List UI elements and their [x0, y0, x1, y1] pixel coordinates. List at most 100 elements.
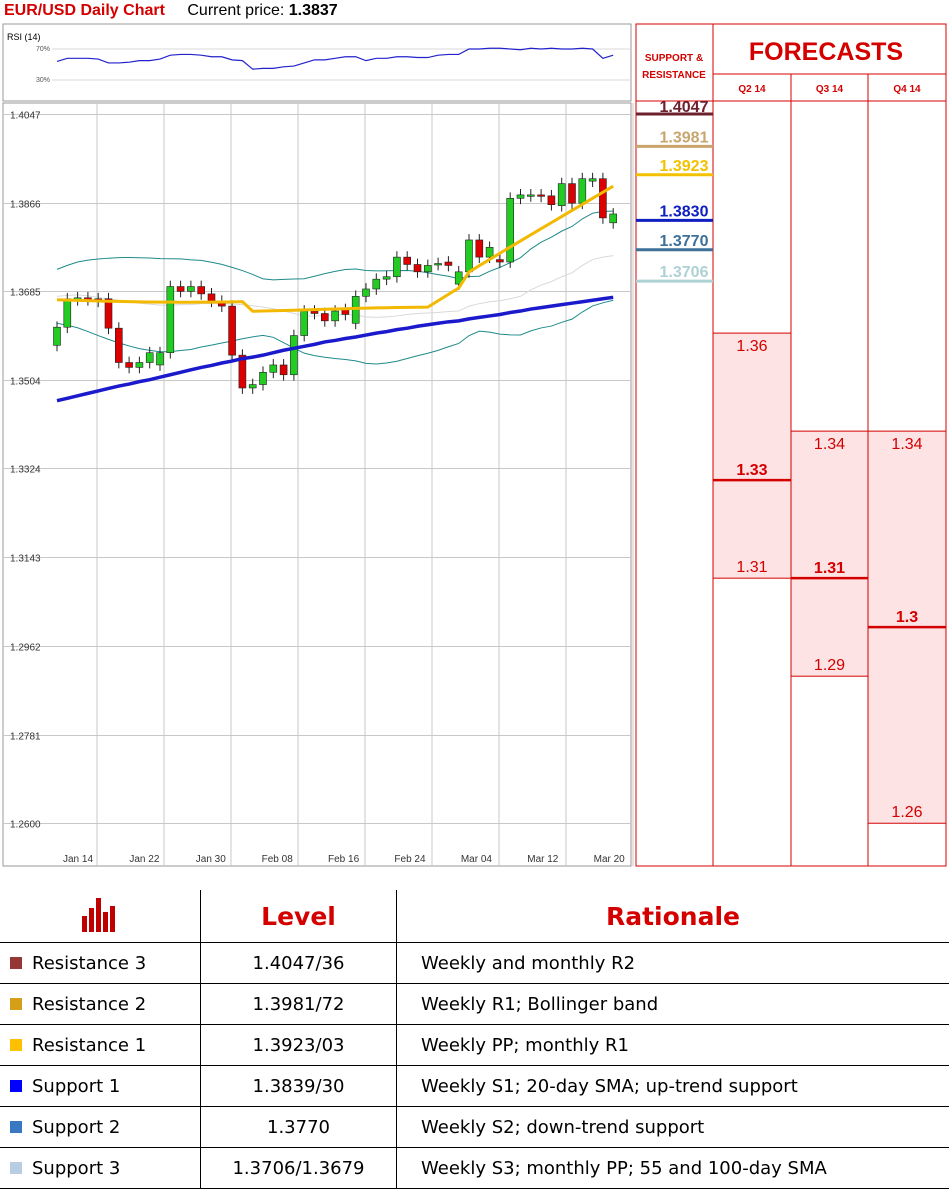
date-gridlines — [96, 103, 634, 866]
level-header: Level — [200, 890, 397, 943]
price-tick-label: 1.2600 — [10, 820, 41, 831]
candle — [568, 183, 576, 204]
candle — [485, 247, 494, 258]
row-rationale: Weekly R1; Bollinger band — [396, 983, 949, 1025]
table-row: Resistance 3 1.4047/36 Weekly and monthl… — [0, 942, 949, 984]
row-level: 1.3706/1.3679 — [200, 1147, 397, 1189]
sr-level-label: 1.3830 — [660, 203, 709, 220]
date-tick-label: Feb 08 — [262, 854, 294, 865]
candle — [135, 362, 144, 368]
candle — [166, 286, 175, 354]
resistance-3-swatch — [10, 956, 22, 969]
date-tick-label: Mar 04 — [461, 854, 493, 865]
price-tick-label: 1.2962 — [10, 643, 41, 654]
candle — [207, 293, 216, 302]
rsi-line — [56, 47, 614, 70]
table-row: Support 3 1.3706/1.3679 Weekly S3; month… — [0, 1147, 949, 1189]
candle — [434, 263, 442, 266]
candle — [403, 256, 412, 265]
table-row: Resistance 1 1.3923/03 Weekly PP; monthl… — [0, 1024, 949, 1066]
table-icon-cell — [0, 890, 201, 943]
candle — [465, 239, 473, 273]
candle — [248, 384, 257, 389]
candle — [372, 278, 381, 290]
candle — [506, 198, 515, 263]
candle — [53, 326, 61, 346]
row-name: Support 2 — [32, 1116, 121, 1138]
table-row: Support 2 1.3770 Weekly S2; down-trend s… — [0, 1106, 949, 1148]
candle — [63, 298, 72, 328]
date-tick-label: Feb 24 — [394, 854, 426, 865]
resistance-1-swatch — [10, 1038, 22, 1051]
sr-level-label: 1.3923 — [660, 158, 709, 175]
candle — [444, 261, 453, 266]
candle — [547, 195, 556, 205]
candle — [259, 372, 267, 385]
candle — [300, 310, 309, 336]
table-row: Support 1 1.3839/30 Weekly S1; 20-day SM… — [0, 1065, 949, 1107]
bar-chart-icon — [82, 898, 115, 932]
candle — [609, 213, 618, 224]
forecasts-heading: FORECASTS — [749, 38, 903, 66]
candle — [156, 352, 164, 366]
forecast-columns: Q2 14 1.36 1.33 1.31 Q3 14 1.34 1.31 1.29 Q4 14 1… — [712, 84, 947, 824]
sr-heading-line1: SUPPORT & — [645, 53, 703, 64]
candle — [310, 310, 319, 314]
candle — [269, 364, 278, 373]
sma-100-line — [56, 295, 614, 403]
candle — [526, 194, 535, 197]
forecast-high-label: 1.34 — [891, 436, 922, 453]
row-name: Support 1 — [32, 1075, 121, 1097]
forecast-quarter-label: Q2 14 — [738, 84, 766, 95]
support-resistance-levels: 1.4047 1.3981 1.3923 1.3830 1.3770 1.3706 — [636, 99, 713, 283]
date-tick-label: Jan 22 — [129, 854, 159, 865]
rationale-header: Rationale — [396, 890, 949, 943]
date-axis: Jan 14 Jan 22 Jan 30 Feb 08 Feb 16 Feb 24 Mar … — [63, 854, 625, 865]
forecast-high-label: 1.36 — [736, 338, 767, 355]
candle — [228, 305, 236, 356]
date-tick-label: Feb 16 — [328, 854, 360, 865]
forecast-range — [790, 430, 869, 677]
candle — [320, 313, 329, 322]
row-rationale: Weekly S1; 20-day SMA; up-trend support — [396, 1065, 949, 1107]
chart-title: EUR/USD Daily Chart — [4, 2, 165, 19]
price-tick-label: 1.3685 — [10, 288, 41, 299]
candle — [393, 256, 401, 278]
price-tick-label: 1.3866 — [10, 200, 41, 211]
support-3-swatch — [10, 1161, 22, 1174]
levels-table-header: Level Rationale — [0, 890, 949, 943]
sr-level-label: 1.4047 — [660, 99, 709, 116]
forecast-quarter-label: Q4 14 — [893, 84, 921, 95]
candle — [516, 194, 525, 199]
eurusd-chart: RSI (14) 70% 30% 1.4047 1.3866 1.3685 1.350… — [2, 23, 947, 867]
date-tick-label: Jan 30 — [196, 854, 226, 865]
price-tick-label: 1.3143 — [10, 554, 41, 565]
candle — [588, 178, 597, 182]
candle — [475, 239, 484, 258]
candle — [341, 309, 350, 315]
candle — [557, 183, 566, 206]
table-row: Resistance 2 1.3981/72 Weekly R1; Bollin… — [0, 983, 949, 1025]
levels-table: Level Rationale Resistance 3 1.4047/36 W… — [0, 890, 949, 1189]
candle — [423, 265, 432, 273]
candle — [125, 362, 133, 368]
bollinger-upper-band — [56, 210, 614, 281]
candle — [454, 271, 463, 285]
sr-heading-line2: RESISTANCE — [642, 70, 706, 81]
forecast-mid-label: 1.31 — [814, 560, 845, 577]
price-tick-label: 1.2781 — [10, 732, 41, 743]
row-name: Resistance 2 — [32, 993, 147, 1015]
sma-55-line — [56, 184, 614, 313]
current-price-label: Current price: — [187, 2, 285, 19]
candle — [176, 286, 185, 292]
rsi-label: RSI (14) — [7, 32, 41, 42]
rsi-level-30: 30% — [36, 77, 50, 84]
candle — [382, 276, 391, 280]
forecast-low-label: 1.29 — [814, 657, 845, 674]
row-level: 1.3839/30 — [200, 1065, 397, 1107]
candlesticks — [53, 172, 618, 394]
current-price-value: 1.3837 — [288, 2, 338, 19]
forecast-low-label: 1.31 — [736, 559, 767, 576]
candle — [599, 178, 607, 219]
